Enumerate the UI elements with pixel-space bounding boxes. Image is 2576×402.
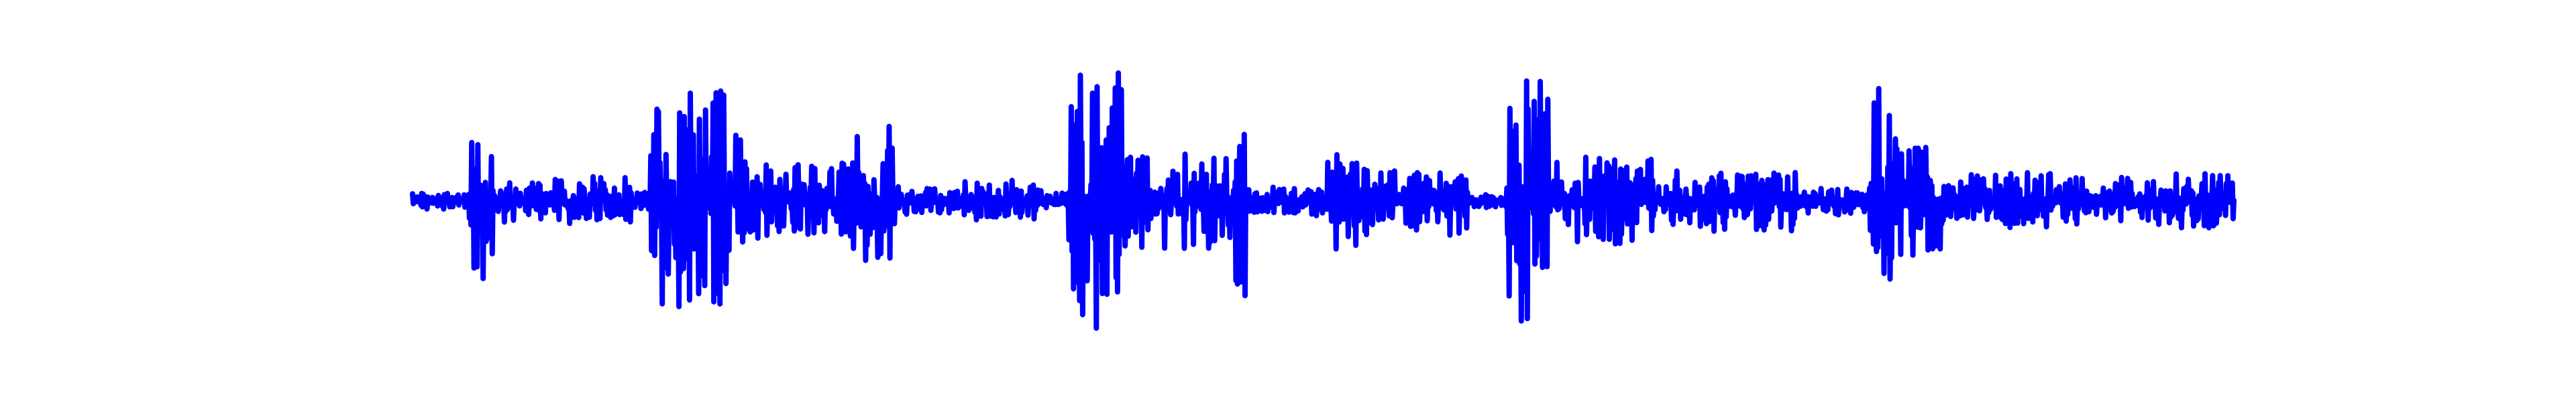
waveform-line <box>410 70 2237 331</box>
plot-area <box>410 70 2237 331</box>
